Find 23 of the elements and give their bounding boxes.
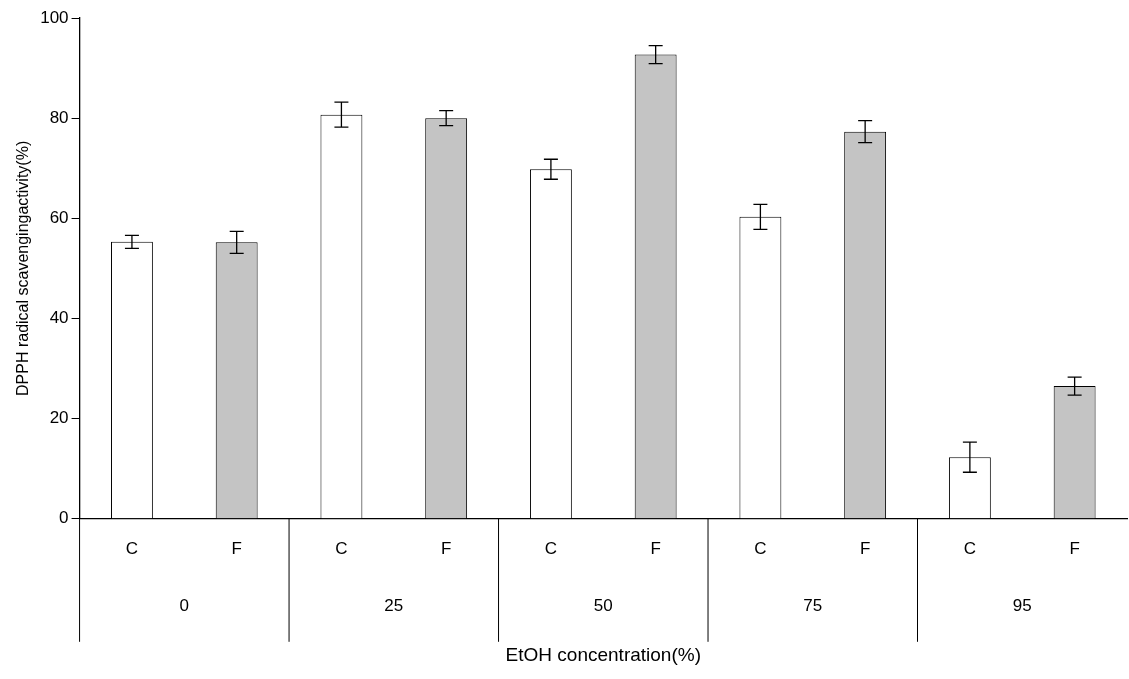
y-tick-label: 40 [49,308,69,328]
x-tick-label: C [544,538,558,558]
text: 75 [803,596,823,616]
x-tick-label: F [440,538,452,558]
y-tick-label: 20 [49,408,69,428]
x-tick-label: C [963,538,977,558]
x-tick-label: F [231,538,242,558]
x-tick-label: C [335,538,348,558]
text: 50 [593,596,613,616]
y-tick-label: 0 [59,508,69,528]
x-tick-label: C [125,538,139,558]
y-tick-label: 100 [40,7,69,27]
y-tick-label: 60 [49,208,69,228]
x-tick-label: F [859,538,871,558]
x-tick-label: C [754,538,767,558]
x-tick-label: F [1069,538,1080,558]
x-axis-title: EtOH concentration(%) [505,643,701,665]
y-tick-label: 80 [49,107,69,127]
x-tick-label: F [650,538,661,558]
y-axis-title: DPPH radical scavengingactivity(%) [14,140,32,396]
text: 0 [179,596,190,616]
text: 25 [384,596,404,616]
text: 95 [1012,596,1032,616]
